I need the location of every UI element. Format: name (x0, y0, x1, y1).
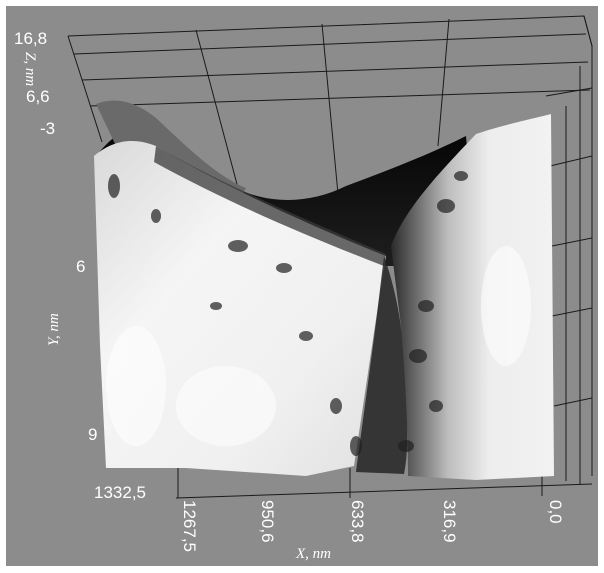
grid-lines (67, 15, 593, 499)
y-tick-6: 6 (76, 257, 86, 276)
y-axis-label: Y, nm (46, 313, 62, 346)
afm-surface-plot (67, 15, 593, 499)
x-tick-316-9: 316,9 (440, 500, 459, 543)
z-tick-top: 16,8 (14, 29, 48, 48)
x-tick-950-6: 950,6 (258, 500, 277, 543)
x-tick-633-8: 633,8 (348, 500, 367, 543)
z-axis-label: Z, nm (22, 52, 38, 87)
plot-area: 16,8 6,6 -3 Z, nm 6 9 Y, nm 1332,5 1267,… (6, 6, 598, 566)
z-tick-mid: 6,6 (26, 87, 50, 106)
y-tick-9: 9 (88, 425, 98, 444)
z-tick-bottom: -3 (40, 119, 56, 138)
x-tick-0-0: 0,0 (546, 500, 565, 524)
x-tick-1267-5: 1267,5 (180, 500, 199, 552)
x-tick-1332-5: 1332,5 (94, 483, 146, 502)
afm-surface (94, 100, 554, 480)
x-axis-label: X, nm (296, 546, 331, 562)
